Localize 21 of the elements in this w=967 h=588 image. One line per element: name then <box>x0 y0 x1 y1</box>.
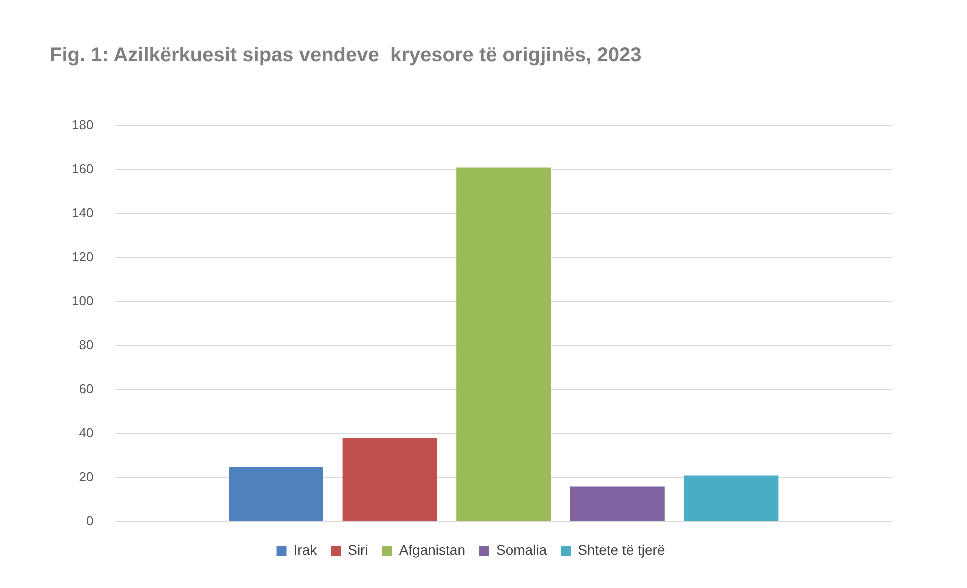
chart-title: Fig. 1: Azilkërkuesit sipas vendeve kryesore të origjinës, 2023 <box>50 44 642 67</box>
legend-label: Afganistan <box>399 542 466 558</box>
y-tick-label: 20 <box>79 470 94 485</box>
bar <box>456 168 552 522</box>
bar <box>342 438 438 522</box>
bar <box>570 486 665 522</box>
legend-label: Somalia <box>496 542 548 558</box>
y-tick-label: 40 <box>79 426 94 441</box>
y-tick-label: 140 <box>72 206 94 221</box>
legend-label: Siri <box>348 542 368 558</box>
y-tick-label: 100 <box>72 294 94 309</box>
bar <box>684 476 779 522</box>
y-tick-label: 0 <box>86 514 94 529</box>
y-tick-label: 120 <box>72 250 94 265</box>
y-tick-label: 180 <box>72 118 94 133</box>
legend-label: Shtete të tjerë <box>578 542 666 558</box>
bar <box>229 467 324 522</box>
y-tick-label: 80 <box>79 338 94 353</box>
y-tick-label: 160 <box>72 162 94 177</box>
y-tick-label: 60 <box>79 382 94 397</box>
legend-label: Irak <box>294 542 318 558</box>
